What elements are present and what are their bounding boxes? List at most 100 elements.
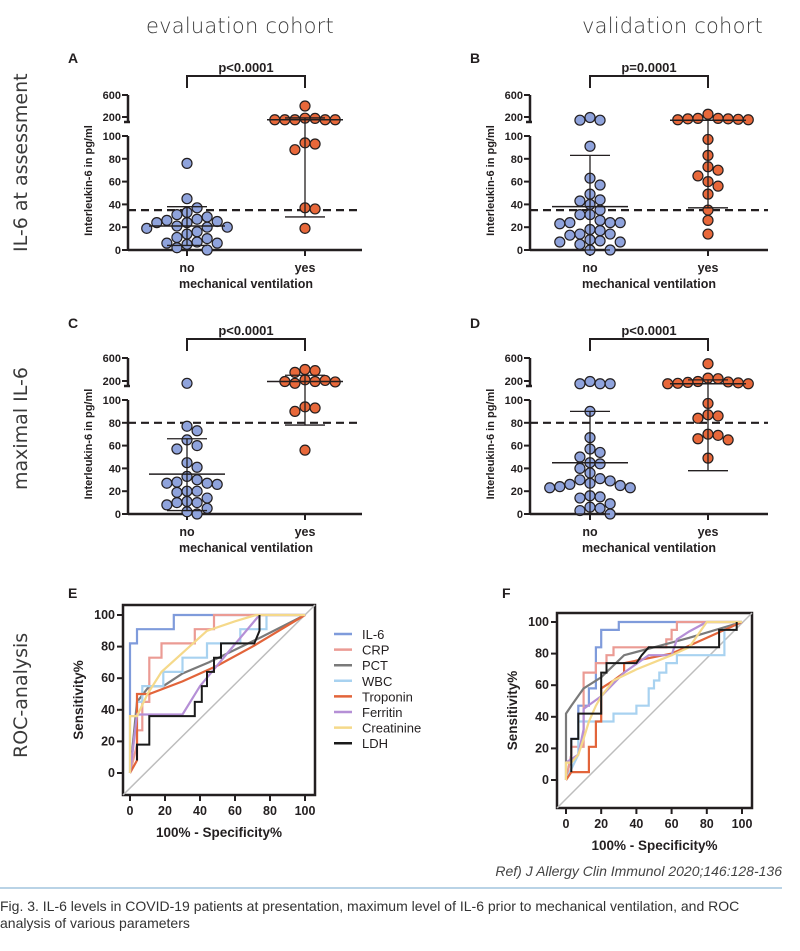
- y-tick-label: 80: [511, 418, 523, 430]
- x-tick-label: 80: [263, 804, 277, 818]
- data-point-no: [594, 458, 606, 470]
- significance-bracket: [589, 338, 709, 351]
- data-point-no: [574, 238, 586, 250]
- y-tick-label: 0: [115, 509, 121, 521]
- data-point-no: [564, 478, 576, 490]
- data-point-no: [574, 209, 586, 221]
- data-point-no: [191, 202, 203, 214]
- data-point-no: [161, 237, 173, 249]
- roc-curve-pct: [128, 614, 306, 774]
- reference-citation: Ref) J Allergy Clin Immunol 2020;146:128…: [495, 863, 782, 879]
- data-point-no: [141, 222, 153, 234]
- legend-label: Creatinine: [362, 721, 421, 736]
- y-tick-label: 600: [505, 353, 523, 365]
- x-axis-label: mechanical ventilation: [582, 541, 716, 555]
- data-point-no: [171, 486, 183, 498]
- panel-a: Ap<0.0001 0 20 40 60 80 100 200 600 Interleukin-6…: [68, 50, 362, 291]
- data-point-yes: [682, 376, 694, 388]
- data-point-no: [171, 209, 183, 221]
- y-tick-label: 60: [511, 177, 523, 189]
- x-category-label: no: [179, 525, 195, 539]
- data-point-yes: [692, 375, 704, 388]
- data-point-no: [171, 497, 183, 509]
- data-point-no: [191, 461, 203, 473]
- y-axis-label: Sensitivity%: [505, 671, 520, 751]
- data-point-no: [191, 213, 203, 225]
- roc-curve-creatinine: [128, 613, 305, 773]
- figure-canvas: Ap<0.0001020406080100200600Interleukin-6…: [68, 50, 768, 853]
- x-tick-label: 100: [295, 804, 316, 818]
- legend-label: CRP: [362, 643, 389, 658]
- data-point-yes: [289, 377, 301, 389]
- panel-letter: A: [68, 50, 78, 66]
- data-point-no: [604, 378, 616, 390]
- data-point-no: [594, 473, 606, 485]
- data-point-no: [201, 233, 213, 245]
- data-point-no: [594, 179, 606, 191]
- data-point-no: [554, 236, 566, 248]
- y-tick-label: 60: [511, 441, 523, 453]
- data-point-no: [574, 504, 586, 517]
- y-tick-label: 200: [103, 376, 121, 388]
- data-point-yes: [692, 170, 704, 182]
- data-point-yes: [299, 222, 311, 234]
- data-point-no: [594, 235, 606, 247]
- data-point-yes: [299, 100, 311, 112]
- y-tick-label: 0: [517, 245, 523, 257]
- data-point-no: [151, 217, 163, 229]
- data-point-no: [594, 225, 606, 237]
- y-tick-label: 60: [101, 671, 115, 685]
- data-point-yes: [712, 429, 724, 441]
- data-point-no: [181, 420, 193, 432]
- y-tick-label: 20: [511, 486, 523, 498]
- y-tick-label: 40: [535, 710, 549, 724]
- y-tick-label: 20: [101, 734, 115, 748]
- y-tick-label: 80: [511, 154, 523, 166]
- data-point-yes: [309, 365, 321, 377]
- roc-curve-il-6: [128, 613, 305, 773]
- roc-curve-ldh: [570, 622, 738, 773]
- y-tick-label: 20: [535, 741, 549, 755]
- data-point-yes: [692, 112, 704, 125]
- data-point-no: [594, 491, 606, 503]
- y-tick-label: 80: [109, 154, 121, 166]
- column-title-validation: validation cohort: [582, 14, 763, 38]
- data-point-no: [161, 477, 173, 489]
- y-tick-label: 200: [103, 112, 121, 124]
- x-category-label: yes: [698, 261, 719, 275]
- data-point-no: [604, 217, 616, 229]
- data-point-no: [574, 114, 586, 126]
- p-value-label: p<0.0001: [218, 323, 273, 338]
- data-point-no: [604, 498, 616, 510]
- x-tick-label: 0: [127, 804, 134, 818]
- data-point-no: [201, 502, 213, 514]
- y-tick-label: 0: [542, 773, 549, 787]
- data-point-no: [624, 482, 636, 494]
- data-point-yes: [299, 444, 311, 456]
- y-tick-label: 80: [109, 418, 121, 430]
- y-axis-label: Interleukin-6 in pg/ml: [83, 125, 95, 236]
- y-tick-label: 600: [103, 353, 121, 365]
- data-point-yes: [692, 433, 704, 445]
- data-point-no: [614, 479, 626, 492]
- y-tick-label: 0: [108, 766, 115, 780]
- data-point-no: [201, 211, 213, 223]
- y-tick-label: 20: [511, 222, 523, 234]
- panel-letter: F: [502, 585, 511, 601]
- x-category-label: no: [582, 525, 598, 539]
- data-point-no: [211, 478, 223, 490]
- data-point-no: [201, 477, 213, 489]
- data-point-yes: [289, 144, 301, 156]
- significance-bracket: [186, 75, 306, 88]
- legend-label: Troponin: [362, 689, 413, 704]
- y-tick-label: 40: [109, 463, 121, 475]
- roc-curve-ldh: [136, 615, 261, 761]
- data-point-no: [584, 111, 596, 124]
- x-axis-label: mechanical ventilation: [179, 277, 313, 291]
- data-point-yes: [702, 214, 714, 226]
- data-point-no: [191, 474, 203, 486]
- data-point-no: [564, 217, 576, 229]
- x-category-label: yes: [698, 525, 719, 539]
- data-point-no: [574, 451, 586, 463]
